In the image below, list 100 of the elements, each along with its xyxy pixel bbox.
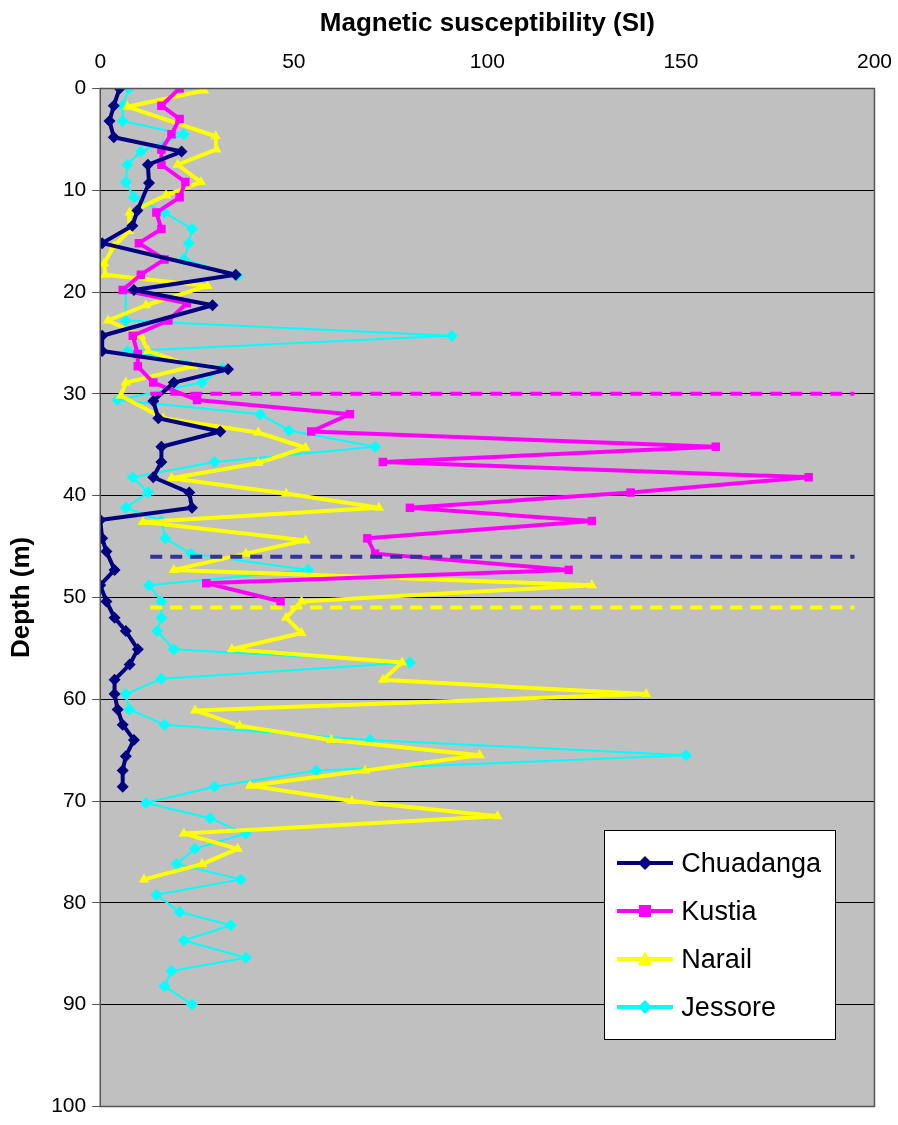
point [107, 99, 120, 112]
point [116, 114, 129, 127]
point [172, 158, 183, 168]
point [204, 812, 217, 825]
y-tick-label: 70 [62, 787, 87, 811]
point [167, 129, 176, 139]
point [150, 888, 163, 901]
point [100, 595, 113, 608]
point [564, 565, 573, 575]
point [397, 656, 408, 666]
point [116, 718, 129, 731]
point [173, 905, 186, 918]
point [100, 545, 113, 558]
y-tick-label: 100 [51, 1093, 87, 1117]
point [138, 873, 150, 883]
y-tick-label: 50 [62, 584, 87, 608]
y-tick-label: 60 [62, 686, 87, 709]
point [124, 206, 135, 216]
y-axis-title: Depth (m) [4, 536, 35, 659]
y-tick-label: 90 [62, 991, 87, 1015]
point [377, 673, 389, 683]
point [210, 130, 221, 140]
point [155, 611, 168, 624]
point [141, 158, 154, 171]
point [208, 456, 221, 469]
point [142, 486, 155, 499]
point [474, 749, 485, 759]
x-tick-label: 50 [282, 48, 306, 72]
point [175, 193, 184, 202]
point [226, 643, 238, 653]
point [276, 597, 285, 606]
point [152, 208, 161, 217]
point [177, 934, 190, 947]
point [127, 191, 140, 204]
point [120, 376, 131, 386]
point [115, 389, 126, 399]
point [181, 177, 190, 187]
point [119, 176, 132, 189]
point [108, 688, 121, 701]
point [123, 658, 136, 671]
point [586, 579, 598, 589]
y-tick-label: 40 [62, 482, 87, 506]
point [189, 842, 202, 855]
point [136, 270, 146, 279]
point [254, 408, 267, 421]
point [126, 471, 139, 484]
point [119, 688, 132, 701]
point [202, 578, 211, 588]
point [804, 473, 813, 482]
y-tick-label: 80 [62, 889, 87, 913]
point [280, 487, 292, 497]
x-tick-label: 200 [856, 48, 892, 72]
point [185, 222, 198, 235]
point [359, 764, 371, 774]
point [208, 780, 221, 793]
point [133, 362, 143, 371]
point [234, 873, 247, 886]
point [252, 457, 264, 467]
point [121, 158, 134, 171]
point [166, 472, 177, 482]
point [149, 378, 158, 387]
point [108, 611, 121, 624]
point [177, 128, 190, 141]
point [175, 114, 184, 124]
y-tick-label: 0 [74, 75, 87, 99]
y-tick-label: 20 [62, 278, 87, 302]
point [300, 534, 311, 544]
point [155, 672, 168, 685]
point [445, 329, 458, 342]
point [119, 624, 132, 637]
point [239, 951, 252, 964]
point [280, 611, 292, 621]
y-tick-label: 30 [62, 380, 87, 404]
point [373, 501, 385, 511]
point [151, 624, 164, 637]
point [282, 424, 295, 437]
x-tick-label: 150 [663, 48, 699, 72]
point [119, 750, 132, 763]
point [119, 501, 132, 514]
point [143, 177, 156, 190]
point [108, 563, 121, 576]
point [158, 980, 171, 993]
point [131, 643, 144, 656]
point [123, 703, 136, 716]
point [306, 427, 316, 436]
point [167, 643, 180, 656]
point [185, 998, 198, 1011]
point [155, 595, 168, 608]
point [111, 703, 124, 716]
point [155, 440, 168, 453]
point [326, 733, 337, 743]
point [157, 224, 166, 234]
point [103, 114, 116, 127]
point [234, 719, 245, 729]
point [118, 285, 127, 295]
point [165, 965, 178, 978]
point [183, 486, 196, 499]
point [147, 471, 160, 484]
point [182, 237, 195, 250]
point [127, 733, 140, 746]
